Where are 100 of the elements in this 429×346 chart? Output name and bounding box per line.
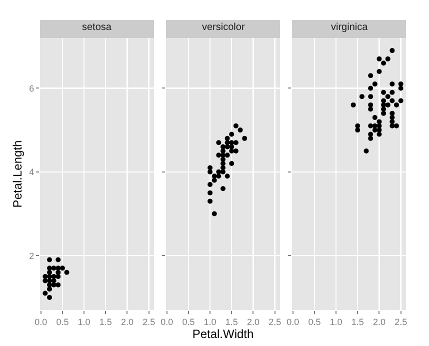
point [381,90,386,95]
point [224,136,230,141]
point [238,128,243,133]
point [390,48,395,54]
x-tick-label: 0.5 [56,316,69,327]
point [368,94,374,100]
point [372,82,378,87]
point [376,56,382,62]
point [233,148,238,154]
point [359,94,364,100]
point [242,136,248,141]
x-tick-label: 0.0 [286,316,300,327]
point [368,136,374,141]
point [376,123,382,128]
point [220,186,226,192]
point [390,110,395,116]
x-tick-label: 1.5 [351,316,364,327]
point [355,128,360,133]
point [51,266,56,271]
point [364,148,369,154]
point [394,102,399,108]
point [381,98,386,104]
point [220,161,226,166]
point [368,86,374,91]
point [220,169,226,174]
point [56,266,61,271]
point [372,115,378,120]
point [208,198,213,204]
point [368,132,374,137]
point [229,161,234,166]
point [398,98,404,104]
point [220,156,226,162]
x-tick-label: 2.5 [268,316,282,327]
point [60,266,65,271]
point [56,270,61,275]
point [350,102,356,108]
point [47,274,52,280]
point [212,174,217,179]
y-tick-label: 4 [29,167,34,178]
y-tick-label: 2 [29,250,34,261]
x-tick-label: 1.0 [78,316,90,327]
point [376,128,382,133]
x-tick-label: 1.0 [330,316,342,327]
chart-title: versicolor [202,22,246,33]
point [229,140,234,146]
point [224,174,230,179]
point [233,123,238,128]
point [212,178,217,183]
point [381,102,386,108]
point [390,82,395,87]
point [42,290,48,296]
point [355,123,360,128]
chart-title: setosa [82,22,112,33]
point [233,140,238,146]
point [56,274,61,280]
point [56,257,61,262]
point [212,211,217,216]
x-tick-label: 0.0 [34,316,48,327]
point [216,152,222,158]
point [385,56,390,62]
point [368,123,374,128]
x-tick-label: 0.0 [160,316,174,327]
point [381,60,386,66]
point [381,110,386,116]
point [368,73,374,78]
point [376,68,382,74]
point [220,144,226,150]
point [64,270,70,275]
x-axis-title: Petal.Width [192,326,254,341]
point [385,94,390,100]
x-tick-label: 0.5 [182,316,195,327]
point [208,169,213,174]
x-tick-label: 0.5 [308,316,321,327]
x-tick-label: 2.0 [120,316,134,327]
y-axis-title: Petal.Length [10,140,24,208]
point [368,102,374,108]
y-tick-label: 6 [29,83,34,94]
point [208,182,213,187]
point [385,102,390,108]
x-tick-label: 1.5 [99,316,112,327]
point [224,152,230,158]
point [56,282,61,288]
x-tick-label: 2.5 [142,316,156,327]
point [47,266,52,271]
point [216,169,222,174]
point [372,123,378,128]
point [47,286,52,292]
point [208,165,213,170]
chart-title: virginica [331,22,368,33]
point [208,190,213,196]
point [394,123,399,128]
x-tick-label: 1.0 [204,316,216,327]
point [229,132,234,137]
x-tick-label: 2.0 [246,316,260,327]
point [47,270,52,275]
point [229,144,234,150]
point [216,174,222,179]
x-tick-label: 2.0 [372,316,386,327]
point [390,90,395,95]
x-tick-label: 2.5 [394,316,408,327]
